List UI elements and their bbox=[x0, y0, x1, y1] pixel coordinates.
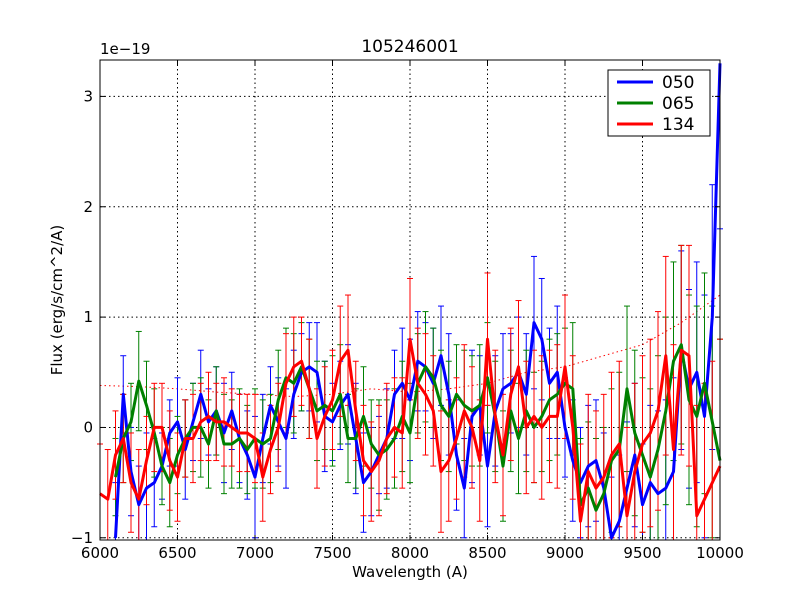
series-line-134 bbox=[99, 337, 722, 523]
x-tick-label: 6500 bbox=[158, 544, 196, 562]
y-tick-label: 1 bbox=[83, 308, 93, 326]
x-tick-label: 8500 bbox=[468, 544, 506, 562]
legend-label-134: 134 bbox=[662, 115, 694, 135]
x-tick-label: 10000 bbox=[696, 544, 744, 562]
x-axis-label: Wavelength (A) bbox=[352, 563, 468, 581]
y-axis-label: Flux (erg/s/cm^2/A) bbox=[48, 225, 66, 376]
y-tick-label: 0 bbox=[83, 418, 93, 436]
x-tick-label: 9500 bbox=[623, 544, 661, 562]
x-tick-label: 7500 bbox=[313, 544, 351, 562]
series-lines bbox=[99, 63, 722, 540]
y-tick-label: 2 bbox=[83, 198, 93, 216]
y-offset-label: 1e−19 bbox=[100, 40, 150, 58]
x-tick-label: 8000 bbox=[391, 544, 429, 562]
x-tick-label: 9000 bbox=[546, 544, 584, 562]
x-tick-label: 6000 bbox=[81, 544, 119, 562]
axis-ticks: 6000 6500 7000 7500 8000 8500 9000 9500 10000 −1 0… bbox=[71, 60, 744, 562]
y-tick-label: −1 bbox=[71, 529, 93, 547]
legend-label-065: 065 bbox=[662, 94, 694, 114]
x-tick-label: 7000 bbox=[236, 544, 274, 562]
legend-label-050: 050 bbox=[662, 73, 694, 93]
y-tick-label: 3 bbox=[83, 87, 93, 105]
chart-title: 105246001 bbox=[361, 37, 458, 57]
legend: 050 065 134 bbox=[607, 69, 711, 137]
